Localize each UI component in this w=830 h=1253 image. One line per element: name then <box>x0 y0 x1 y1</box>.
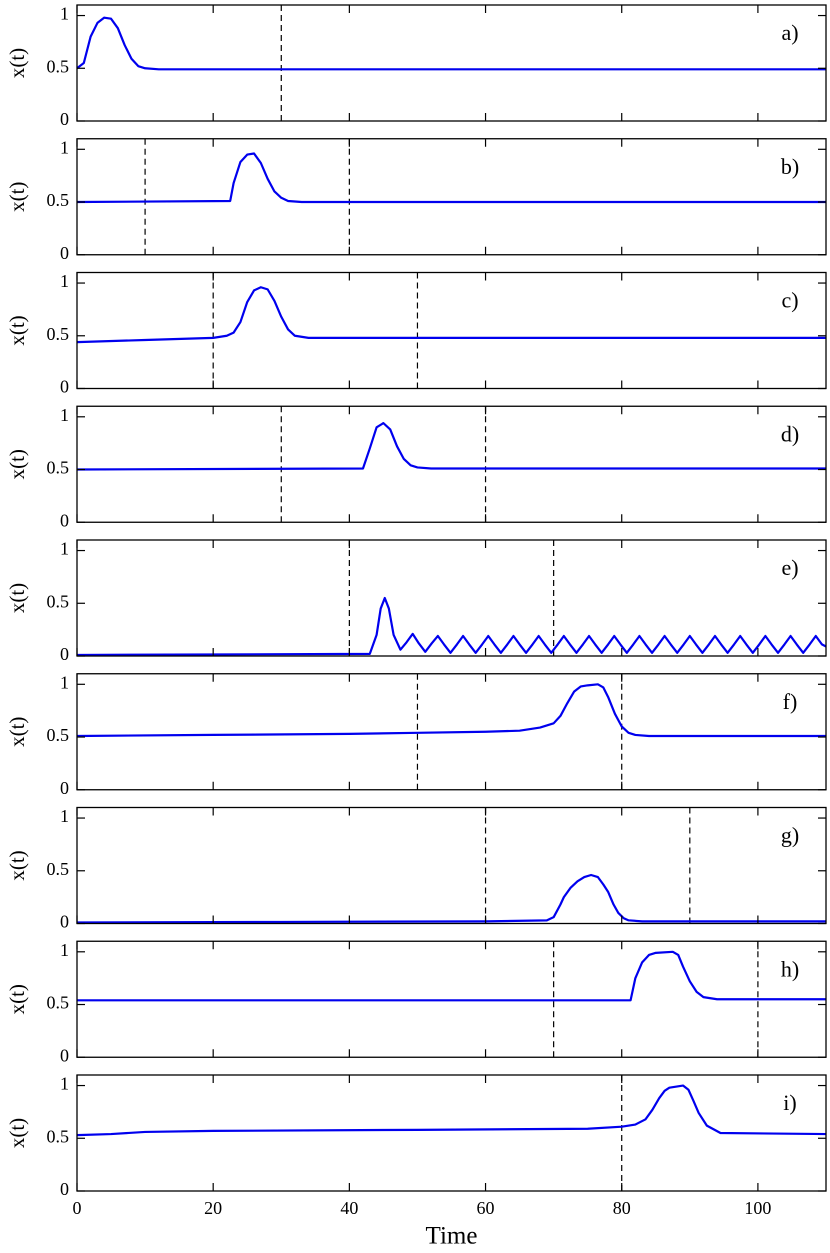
panel-label: g) <box>781 823 799 848</box>
plot-frame <box>76 940 827 1058</box>
data-line <box>76 16 826 71</box>
panel: 0 0.5 1 x(t) b) <box>5 137 827 263</box>
panel-label: e) <box>781 555 798 580</box>
panel: 0 0.5 1 x(t) h) <box>5 940 827 1065</box>
y-tick-label: 1 <box>60 137 69 157</box>
x-tick-label: 40 <box>340 1198 358 1218</box>
y-tick-label: 0 <box>60 1179 69 1199</box>
y-tick-label: 0.5 <box>47 725 70 745</box>
y-axis-label: x(t) <box>5 984 29 1014</box>
y-tick-label: 0.5 <box>47 993 70 1013</box>
y-tick-label: 1 <box>60 806 69 826</box>
y-tick-label: 0.5 <box>47 324 70 344</box>
plot-frame <box>76 271 827 390</box>
y-axis-label: x(t) <box>5 48 29 78</box>
panel-label: a) <box>781 20 798 45</box>
data-line <box>76 422 826 471</box>
plot-frame <box>76 539 827 657</box>
panel-label: c) <box>781 288 798 313</box>
x-tick-label: 20 <box>204 1198 222 1218</box>
y-axis-label: x(t) <box>5 315 29 345</box>
plot-frame <box>76 1074 827 1192</box>
panel: 0 0.5 1 x(t) d) <box>5 405 827 530</box>
plot-frame <box>76 138 827 256</box>
x-axis-label: Time <box>426 1223 478 1250</box>
data-line <box>76 1084 827 1137</box>
panel-label: h) <box>781 956 799 981</box>
panel-label: i) <box>783 1090 796 1115</box>
x-tick-label: 0 <box>73 1198 82 1218</box>
panel: 0 0.5 1 x(t) f) <box>5 672 827 798</box>
plot-frame <box>76 806 827 925</box>
panel-label: d) <box>781 421 799 446</box>
y-tick-label: 1 <box>60 539 69 559</box>
y-tick-label: 0.5 <box>47 458 70 478</box>
y-tick-label: 0 <box>60 510 69 530</box>
y-axis-label: x(t) <box>5 850 29 880</box>
y-tick-label: 0.5 <box>47 591 70 611</box>
y-tick-label: 1 <box>60 1074 69 1094</box>
data-line <box>76 152 826 204</box>
y-tick-label: 0.5 <box>47 859 70 879</box>
y-tick-label: 1 <box>60 4 69 24</box>
panel: 0 0.5 1 x(t) a) <box>5 4 827 129</box>
panel-label: f) <box>783 689 798 714</box>
data-line <box>76 683 826 738</box>
y-tick-label: 0 <box>60 912 69 932</box>
y-tick-label: 0 <box>60 1045 69 1065</box>
panel: 0 0.5 1 x(t) g) <box>5 806 827 932</box>
plot-frame <box>76 4 827 122</box>
x-tick-label: 100 <box>744 1198 771 1218</box>
plot-frame <box>76 673 827 791</box>
x-tick-label: 80 <box>613 1198 631 1218</box>
data-line <box>77 950 826 1002</box>
panel: 0 0.5 1 x(t) c) <box>5 271 827 397</box>
y-tick-label: 1 <box>60 672 69 692</box>
y-tick-label: 0.5 <box>47 190 70 210</box>
x-tick-label: 60 <box>477 1198 495 1218</box>
data-line <box>76 286 826 344</box>
panel: 0 0.5 1 0 20 40 60 80 100 x(t) i) Time <box>5 1074 827 1250</box>
data-line <box>76 873 826 924</box>
y-tick-label: 0 <box>60 109 69 129</box>
y-tick-label: 0 <box>60 644 69 664</box>
panel: 0 0.5 1 x(t) e) <box>5 539 827 664</box>
y-tick-label: 0.5 <box>47 56 70 76</box>
y-tick-label: 1 <box>60 405 69 425</box>
y-axis-label: x(t) <box>5 583 29 613</box>
y-tick-label: 0.5 <box>47 1126 70 1146</box>
panel-label: b) <box>781 154 799 179</box>
y-tick-label: 0 <box>60 778 69 798</box>
y-axis-label: x(t) <box>5 717 29 747</box>
y-tick-label: 0 <box>60 243 69 263</box>
y-tick-label: 0 <box>60 377 69 397</box>
plot-frame <box>76 405 827 523</box>
y-axis-label: x(t) <box>5 182 29 212</box>
y-tick-label: 1 <box>60 940 69 960</box>
data-line <box>76 596 827 657</box>
y-tick-label: 1 <box>60 271 69 291</box>
y-axis-label: x(t) <box>5 449 29 479</box>
y-axis-label: x(t) <box>5 1118 29 1148</box>
